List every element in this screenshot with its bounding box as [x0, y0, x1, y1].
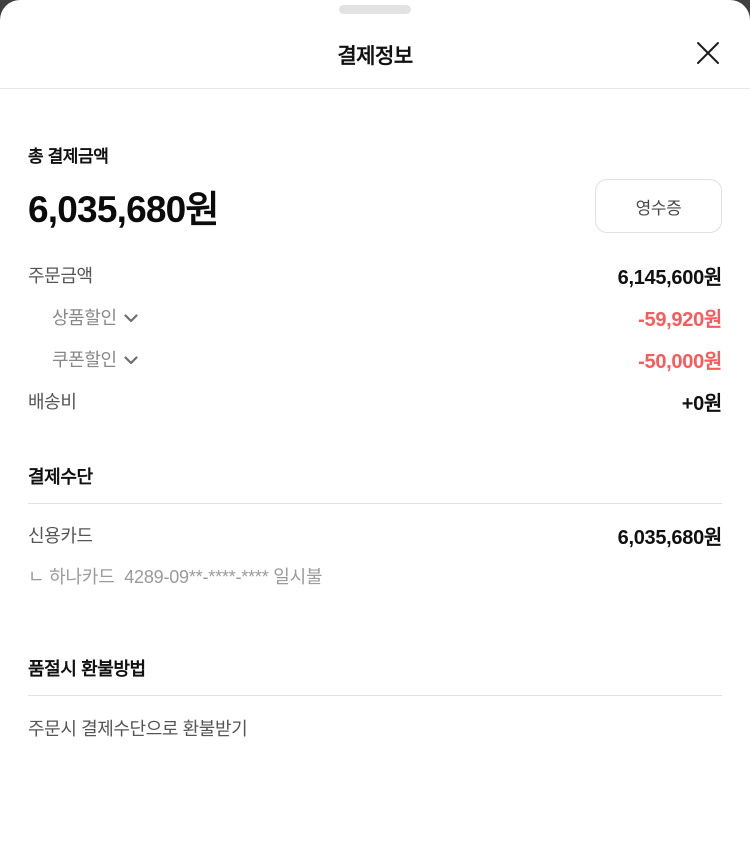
refund-method-heading: 품절시 환불방법 — [28, 655, 722, 696]
drag-handle[interactable] — [339, 5, 411, 14]
payment-method-heading: 결제수단 — [28, 463, 722, 504]
payment-method-section: 결제수단 신용카드 6,035,680원 ㄴ 하나카드 4289-09**-**… — [28, 463, 722, 589]
coupon-discount-toggle[interactable]: 쿠폰할인 — [28, 346, 138, 372]
shipping-fee-row: 배송비 +0원 — [28, 389, 723, 415]
close-button[interactable] — [692, 38, 724, 70]
sheet-header: 결제정보 — [0, 0, 750, 89]
coupon-discount-value: -50,000원 — [638, 350, 722, 373]
payment-method-name: 신용카드 — [28, 526, 93, 546]
receipt-button[interactable]: 영수증 — [595, 179, 722, 233]
shipping-fee-label: 배송비 — [28, 392, 77, 412]
close-icon — [695, 40, 721, 69]
product-discount-row: 상품할인 -59,920원 — [28, 304, 722, 331]
payment-method-row: 신용카드 6,035,680원 — [28, 523, 723, 549]
amount-breakdown: 주문금액 6,145,600원 상품할인 -59,920원 쿠폰할인 — [28, 263, 723, 415]
total-payment-row: 6,035,680원 영수증 — [28, 179, 722, 233]
order-amount-row: 주문금액 6,145,600원 — [28, 263, 723, 289]
refund-method-description: 주문시 결제수단으로 환불받기 — [28, 719, 248, 739]
chevron-down-icon — [124, 313, 138, 323]
coupon-discount-row: 쿠폰할인 -50,000원 — [28, 346, 722, 373]
shipping-fee-value: +0원 — [681, 392, 723, 415]
payment-method-amount: 6,035,680원 — [617, 526, 723, 549]
card-detail: ㄴ 하나카드 4289-09**-****-**** 일시불 — [28, 567, 323, 587]
order-amount-label: 주문금액 — [28, 266, 93, 286]
coupon-discount-label: 쿠폰할인 — [52, 350, 117, 370]
product-discount-label: 상품할인 — [52, 308, 117, 328]
page-title: 결제정보 — [337, 45, 413, 68]
order-amount-value: 6,145,600원 — [617, 266, 723, 289]
total-payment-amount: 6,035,680원 — [28, 189, 219, 230]
chevron-down-icon — [124, 355, 138, 365]
total-payment-label: 총 결제금액 — [28, 147, 109, 166]
product-discount-toggle[interactable]: 상품할인 — [28, 304, 138, 330]
product-discount-value: -59,920원 — [638, 308, 722, 331]
sheet-content: 총 결제금액 6,035,680원 영수증 주문금액 6,145,600원 상품… — [0, 142, 750, 741]
refund-method-section: 품절시 환불방법 주문시 결제수단으로 환불받기 — [28, 655, 722, 741]
